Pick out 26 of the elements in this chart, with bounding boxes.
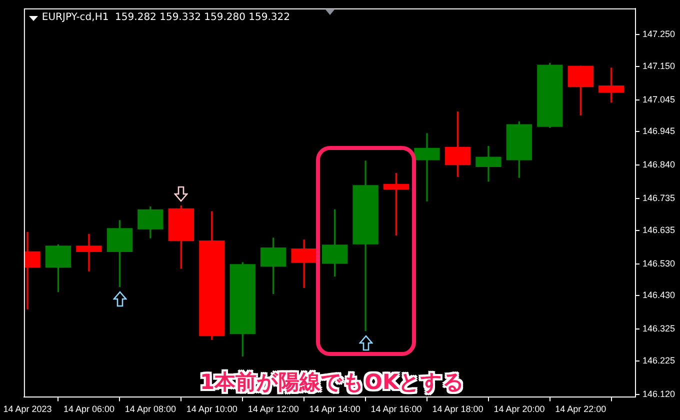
y-tick-label: 147.045 [642,94,676,104]
x-tick-label: 14 Apr 10:00 [186,404,238,414]
y-tick-label: 146.945 [642,126,676,136]
y-tick-label: 147.250 [642,28,676,39]
x-tick-label: 14 Apr 08:00 [124,404,176,414]
x-tick-label: 14 Apr 20:00 [494,404,545,414]
y-tick-label: 146.635 [642,224,676,235]
x-tick-label: 14 Apr 12:00 [248,404,299,414]
annotation: 1本前が陽線でもOKとする [200,369,465,396]
candlestick [414,133,440,202]
x-tick-label: 14 Apr 2023 [3,404,52,414]
y-tick-label: 146.120 [642,388,676,399]
y-tick-label: 147.150 [642,60,676,71]
x-tick-label: 14 Apr 16:00 [370,404,422,414]
chart-title: EURJPY-cd,H1 159.282 159.332 159.280 159.322 [42,12,290,24]
y-tick-label: 146.325 [642,324,676,334]
y-tick-label: 146.530 [642,258,676,268]
y-tick-label: 146.735 [642,192,676,203]
x-tick-label: 14 Apr 14:00 [309,404,360,414]
x-tick-label: 14 Apr 18:00 [432,404,484,414]
y-tick-label: 146.430 [642,290,676,300]
y-tick-label: 146.840 [642,160,676,170]
x-tick-label: 14 Apr 06:00 [63,404,115,414]
y-tick-label: 146.225 [642,355,676,366]
candlestick [76,234,102,272]
x-tick-label: 14 Apr 22:00 [555,404,606,414]
